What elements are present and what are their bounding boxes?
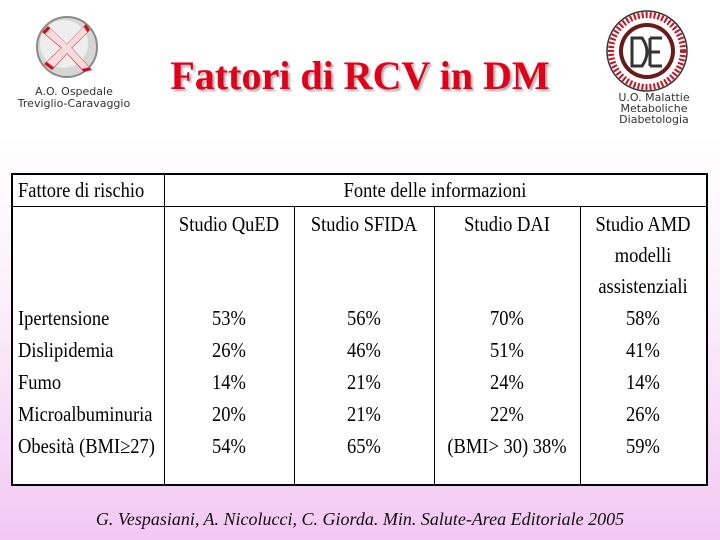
- column-divider: [164, 175, 165, 484]
- row-factor: Ipertensione: [18, 306, 110, 330]
- citation: G. Vespasiani, A. Nicolucci, C. Giorda. …: [95, 509, 625, 529]
- column-divider: [580, 206, 581, 484]
- row-value: 46%: [347, 338, 381, 362]
- row-value: 54%: [212, 434, 246, 458]
- study-header-qued: Studio QuED: [178, 212, 280, 236]
- hospital-name: A.O. Ospedale Treviglio-Caravaggio: [6, 86, 142, 110]
- row-value: 20%: [212, 402, 246, 426]
- hospital-logo-icon: [36, 16, 98, 78]
- header-divider: [13, 206, 706, 207]
- row-value: 21%: [347, 402, 381, 426]
- unit-name-line: Metaboliche: [620, 102, 688, 115]
- row-value: 21%: [347, 370, 381, 394]
- row-value: 59%: [626, 434, 660, 458]
- row-value: 65%: [347, 434, 381, 458]
- row-factor: Fumo: [18, 370, 62, 394]
- study-header-sfida: Studio SFIDA: [310, 212, 418, 236]
- hospital-name-line: A.O. Ospedale: [35, 85, 113, 98]
- study-header-dai: Studio DAI: [464, 212, 550, 236]
- row-value: (BMI> 30) 38%: [447, 434, 567, 458]
- row-value: 26%: [212, 338, 246, 362]
- row-value: 41%: [626, 338, 660, 362]
- row-value: 26%: [626, 402, 660, 426]
- row-value: 24%: [490, 370, 524, 394]
- sources-group-header: Fonte delle informazioni: [343, 178, 527, 202]
- unit-name: U.O. Malattie Metaboliche Diabetologia: [594, 92, 714, 125]
- study-header-amd: Studio AMD: [595, 212, 691, 236]
- risk-factor-table: Fattore di rischio Fonte delle informazi…: [11, 173, 708, 486]
- row-value: 51%: [490, 338, 524, 362]
- unit-name-line: Diabetologia: [619, 113, 689, 126]
- row-value: 14%: [626, 370, 660, 394]
- row-value: 22%: [490, 402, 524, 426]
- row-value: 14%: [212, 370, 246, 394]
- row-value: 56%: [347, 306, 381, 330]
- row-factor: Dislipidemia: [18, 338, 114, 362]
- row-factor: Obesità (BMI≥27): [18, 434, 155, 458]
- row-value: 53%: [212, 306, 246, 330]
- diabetology-logo-icon: [606, 10, 688, 92]
- row-value: 58%: [626, 306, 660, 330]
- factor-column-header: Fattore di rischio: [18, 178, 145, 202]
- row-value: 70%: [490, 306, 524, 330]
- column-divider: [294, 206, 295, 484]
- unit-name-line: U.O. Malattie: [618, 91, 690, 104]
- page-title: Fattori di RCV in DM: [170, 53, 550, 98]
- hospital-name-line: Treviglio-Caravaggio: [17, 97, 131, 110]
- study-header-amd-line: modelli: [614, 243, 672, 267]
- column-divider: [434, 206, 435, 484]
- row-factor: Microalbuminuria: [18, 402, 153, 426]
- study-header-amd-line: assistenziali: [598, 274, 688, 298]
